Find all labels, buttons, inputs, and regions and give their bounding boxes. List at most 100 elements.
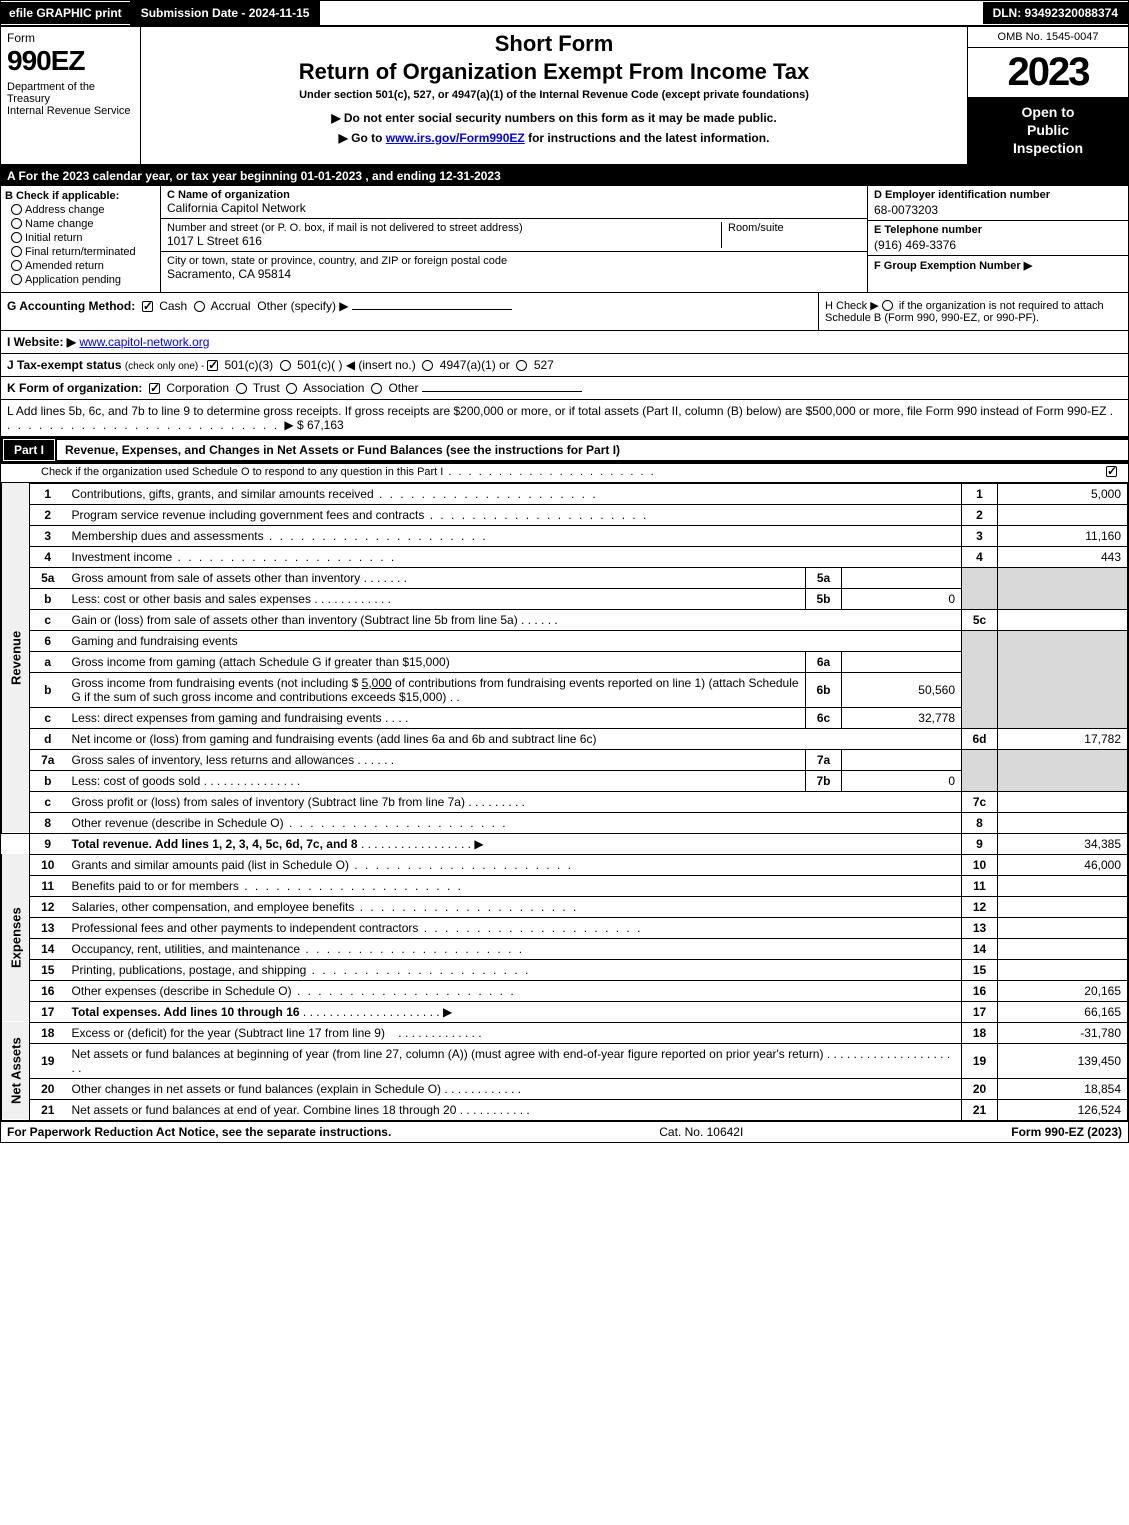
chk-h[interactable] <box>882 300 893 311</box>
ln-14: 14 <box>30 938 66 959</box>
subval-5a <box>842 567 962 588</box>
desc-4: Investment income <box>66 546 962 567</box>
short-form-title: Short Form <box>149 31 959 57</box>
ln-8: 8 <box>30 812 66 833</box>
grey-6-val <box>998 630 1128 728</box>
sub-7b: 7b <box>806 770 842 791</box>
desc-11: Benefits paid to or for members <box>66 875 962 896</box>
desc-2: Program service revenue including govern… <box>66 504 962 525</box>
val-14 <box>998 938 1128 959</box>
ln-15: 15 <box>30 959 66 980</box>
desc-19: Net assets or fund balances at beginning… <box>66 1043 962 1078</box>
chk-accrual[interactable] <box>194 301 205 312</box>
chk-4947[interactable] <box>422 360 433 371</box>
form-label: Form <box>7 31 134 45</box>
chk-501c[interactable] <box>280 360 291 371</box>
efile-text: efile GRAPHIC print <box>9 6 122 20</box>
ln-4: 4 <box>30 546 66 567</box>
chk-final-return[interactable]: Final return/terminated <box>11 246 156 258</box>
row-h: H Check ▶ if the organization is not req… <box>818 293 1128 330</box>
chk-name-change[interactable]: Name change <box>11 218 156 230</box>
chk-association[interactable] <box>286 383 297 394</box>
row-g: G Accounting Method: Cash Accrual Other … <box>1 293 818 330</box>
h-text1: H Check ▶ <box>825 300 879 312</box>
desc-14: Occupancy, rent, utilities, and maintena… <box>66 938 962 959</box>
part-1-title: Revenue, Expenses, and Changes in Net As… <box>57 440 1128 460</box>
side-net-assets: Net Assets <box>2 1022 30 1120</box>
val-17: 66,165 <box>998 1001 1128 1022</box>
chk-527[interactable] <box>516 360 527 371</box>
irs-link[interactable]: www.irs.gov/Form990EZ <box>386 131 525 145</box>
dln-box: DLN: 93492320088374 <box>983 2 1128 24</box>
val-9: 34,385 <box>998 833 1128 854</box>
form-990ez-page: efile GRAPHIC print Submission Date - 20… <box>0 0 1129 1143</box>
num-14: 14 <box>962 938 998 959</box>
street-label: Number and street (or P. O. box, if mail… <box>167 222 721 234</box>
desc-18: Excess or (deficit) for the year (Subtra… <box>66 1022 962 1043</box>
desc-6: Gaming and fundraising events <box>66 630 962 651</box>
other-org-input[interactable] <box>422 391 582 392</box>
form-number: 990EZ <box>7 45 134 77</box>
chk-schedule-o[interactable] <box>1106 466 1117 477</box>
desc-5c: Gain or (loss) from sale of assets other… <box>66 609 962 630</box>
ln-13: 13 <box>30 917 66 938</box>
d-ein-label: D Employer identification number <box>874 189 1122 201</box>
chk-trust[interactable] <box>236 383 247 394</box>
grey-5ab <box>962 567 998 609</box>
val-10: 46,000 <box>998 854 1128 875</box>
sub-7a: 7a <box>806 749 842 770</box>
e-phone-val: (916) 469-3376 <box>874 238 1122 252</box>
val-5c <box>998 609 1128 630</box>
chk-corporation[interactable] <box>149 383 160 394</box>
ln-18: 18 <box>30 1022 66 1043</box>
num-4: 4 <box>962 546 998 567</box>
ln-6a: a <box>30 651 66 672</box>
num-12: 12 <box>962 896 998 917</box>
desc-21: Net assets or fund balances at end of ye… <box>66 1099 962 1120</box>
num-9: 9 <box>962 833 998 854</box>
desc-7a: Gross sales of inventory, less returns a… <box>66 749 806 770</box>
grey-6 <box>962 630 998 728</box>
chk-application-pending[interactable]: Application pending <box>11 274 156 286</box>
num-16: 16 <box>962 980 998 1001</box>
chk-cash[interactable] <box>142 301 153 312</box>
desc-10: Grants and similar amounts paid (list in… <box>66 854 962 875</box>
val-2 <box>998 504 1128 525</box>
desc-8: Other revenue (describe in Schedule O) <box>66 812 962 833</box>
val-18: -31,780 <box>998 1022 1128 1043</box>
row-l: L Add lines 5b, 6c, and 7b to line 9 to … <box>1 400 1128 437</box>
val-20: 18,854 <box>998 1078 1128 1099</box>
other-specify-input[interactable] <box>352 309 512 310</box>
ln-16: 16 <box>30 980 66 1001</box>
ln-3: 3 <box>30 525 66 546</box>
chk-501c3[interactable] <box>207 360 218 371</box>
ln-7c: c <box>30 791 66 812</box>
section-d-e-f: D Employer identification number 68-0073… <box>868 186 1128 292</box>
chk-address-change[interactable]: Address change <box>11 204 156 216</box>
footer-mid: Cat. No. 10642I <box>659 1125 743 1139</box>
num-13: 13 <box>962 917 998 938</box>
ln-5c: c <box>30 609 66 630</box>
c-name-label: C Name of organization <box>167 189 290 201</box>
sub-6c: 6c <box>806 707 842 728</box>
header-right: OMB No. 1545-0047 2023 Open toPublicInsp… <box>968 27 1128 164</box>
row-a-tax-year: A For the 2023 calendar year, or tax yea… <box>1 166 1128 186</box>
form-header: Form 990EZ Department of the TreasuryInt… <box>1 27 1128 166</box>
footer-left: For Paperwork Reduction Act Notice, see … <box>7 1125 391 1139</box>
org-name: California Capitol Network <box>167 201 861 215</box>
ln-10: 10 <box>30 854 66 875</box>
ln-1: 1 <box>30 483 66 504</box>
chk-amended-return[interactable]: Amended return <box>11 260 156 272</box>
num-11: 11 <box>962 875 998 896</box>
ln-9: 9 <box>30 833 66 854</box>
city-label: City or town, state or province, country… <box>167 255 861 267</box>
val-15 <box>998 959 1128 980</box>
city-val: Sacramento, CA 95814 <box>167 267 861 281</box>
chk-other-org[interactable] <box>371 383 382 394</box>
website-link[interactable]: www.capitol-network.org <box>79 335 209 349</box>
ln-6c: c <box>30 707 66 728</box>
val-1: 5,000 <box>998 483 1128 504</box>
chk-initial-return[interactable]: Initial return <box>11 232 156 244</box>
num-20: 20 <box>962 1078 998 1099</box>
section-b: B Check if applicable: Address change Na… <box>1 186 161 292</box>
